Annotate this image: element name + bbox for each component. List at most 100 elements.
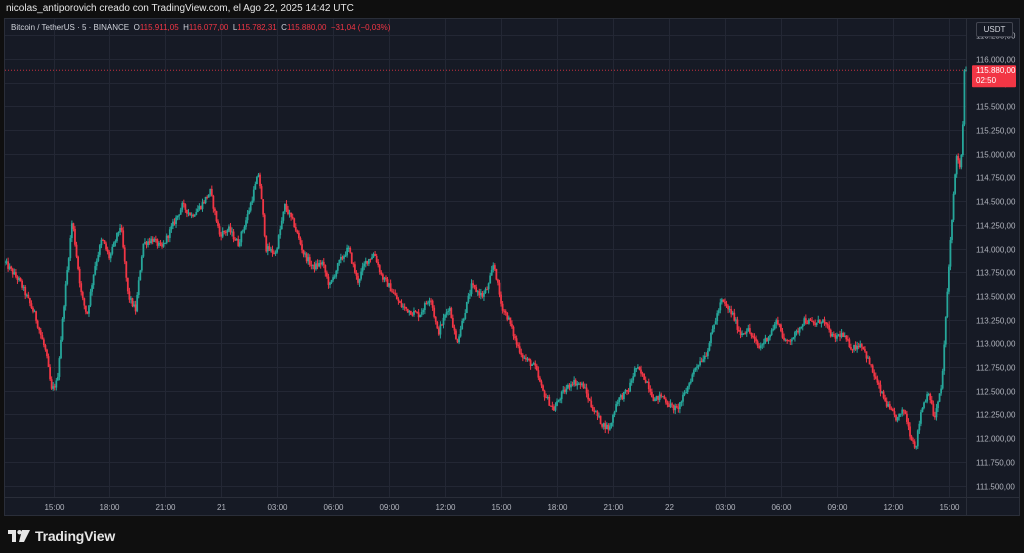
candle-body	[374, 254, 376, 256]
candle-body	[755, 338, 757, 342]
candle-body	[133, 304, 135, 307]
candle-body	[321, 261, 324, 265]
candle-body	[878, 382, 880, 385]
candle-body	[879, 384, 882, 393]
candle-body	[60, 339, 62, 359]
candle-body	[610, 422, 613, 427]
candle-body	[259, 174, 261, 187]
candle-body	[389, 283, 392, 292]
time-axis[interactable]: 15:00 18:00 21:00 21 03:00 06:00 09:00 12:00 15:…	[44, 503, 960, 512]
candle-body	[826, 324, 829, 326]
price-tick-label: 112.250,00	[976, 411, 1016, 420]
candle-body	[228, 226, 230, 231]
candle-body	[285, 203, 288, 210]
price-chart[interactable]: 116.250,00116.000,00115.750,00115.500,00…	[5, 19, 1020, 516]
candle-body	[923, 402, 925, 408]
candle-body	[459, 329, 462, 337]
candle-body	[475, 287, 478, 292]
candle-body	[245, 220, 247, 227]
candle-body	[392, 292, 395, 294]
candle-body	[492, 265, 495, 270]
candle-body	[543, 390, 546, 398]
candle-body	[276, 248, 279, 253]
candle-body	[668, 404, 670, 408]
candle-body	[72, 223, 75, 229]
candle-body	[311, 264, 314, 266]
chart-panel[interactable]: 116.250,00116.000,00115.750,00115.500,00…	[4, 18, 1020, 516]
candle-body	[811, 320, 813, 322]
candle-body	[929, 393, 932, 401]
candle-body	[237, 239, 240, 247]
candle-body	[257, 174, 260, 177]
candle-body	[84, 305, 87, 312]
candle-body	[190, 214, 193, 216]
candle-body	[503, 310, 506, 312]
candle-body	[148, 241, 151, 244]
candle-body	[394, 293, 397, 296]
candle-body	[646, 381, 649, 383]
candle-body	[545, 397, 548, 399]
candle-body	[248, 210, 251, 215]
candle-body	[139, 270, 142, 281]
close-value: 115.880,00	[286, 23, 327, 32]
time-tick-label: 21:00	[155, 503, 176, 512]
symbol-name[interactable]: Bitcoin / TetherUS · 5 · BINANCE	[11, 23, 130, 32]
candle-body	[69, 238, 72, 259]
price-axis[interactable]: 116.250,00116.000,00115.750,00115.500,00…	[976, 32, 1016, 492]
candle-body	[369, 258, 372, 260]
candle-body	[182, 203, 185, 205]
low-value: 115.782,31	[237, 23, 277, 32]
candle-body	[864, 349, 866, 352]
candle-body	[122, 230, 125, 248]
candle-body	[352, 263, 355, 265]
candle-body	[453, 327, 456, 331]
candle-body	[263, 214, 266, 236]
time-tick-label: 03:00	[715, 503, 736, 512]
candle-body	[724, 301, 726, 304]
time-tick-label: 21	[217, 503, 226, 512]
candle-body	[56, 376, 59, 381]
currency-button[interactable]: USDT	[976, 22, 1013, 37]
candle-body	[187, 212, 190, 214]
candle-body	[329, 282, 331, 285]
candle-body	[333, 276, 336, 278]
candle-body	[476, 291, 479, 293]
time-tick-label: 18:00	[99, 503, 120, 512]
candle-body	[125, 261, 128, 278]
candle-body	[957, 156, 960, 161]
candle-body	[506, 312, 509, 320]
candle-body	[772, 328, 775, 331]
candle-body	[870, 364, 873, 366]
candle-body	[694, 367, 697, 371]
candle-body	[906, 413, 908, 422]
candle-body	[381, 274, 384, 280]
candle-body	[853, 345, 855, 350]
candle-body	[786, 339, 789, 341]
candle-body	[364, 260, 367, 264]
candle-body	[271, 249, 274, 253]
time-tick-label: 12:00	[435, 503, 456, 512]
candle-body	[756, 341, 759, 346]
candle-body	[602, 423, 605, 427]
candle-body	[616, 402, 619, 405]
candle-body	[444, 314, 446, 318]
candle-body	[372, 254, 375, 258]
candle-body	[36, 320, 39, 328]
candle-body	[473, 285, 476, 288]
candle-body	[103, 240, 106, 244]
candle-body	[926, 394, 929, 402]
candle-body	[266, 246, 269, 252]
candle-body	[445, 312, 448, 315]
candle-body	[52, 386, 55, 389]
low-label: L	[232, 23, 238, 32]
candle-body	[196, 209, 199, 213]
candle-body	[25, 294, 28, 296]
candle-body	[78, 268, 81, 284]
candle-body	[590, 400, 593, 408]
price-tick-label: 115.500,00	[976, 103, 1016, 112]
candle-body	[66, 270, 69, 285]
candle-body	[350, 252, 353, 264]
candle-body	[238, 242, 241, 247]
candle-body	[165, 235, 168, 243]
tradingview-logo[interactable]: TradingView	[8, 528, 115, 544]
